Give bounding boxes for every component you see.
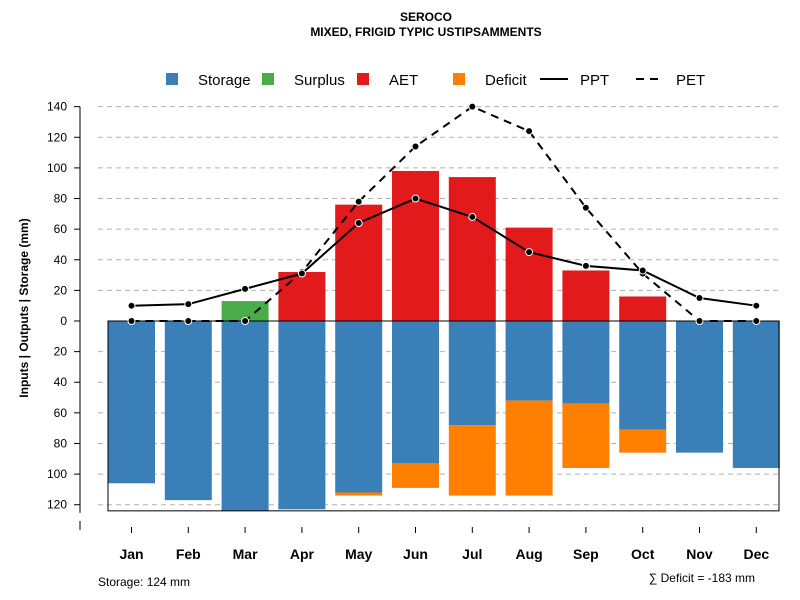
ppt-point xyxy=(354,219,363,228)
pet-point xyxy=(184,317,193,325)
month-label: Jan xyxy=(119,546,143,562)
pet-point xyxy=(695,317,704,325)
ppt-point xyxy=(581,261,590,270)
storage-bar xyxy=(335,321,383,493)
gridlines xyxy=(98,106,780,506)
ppt-point xyxy=(695,294,704,303)
deficit-bar xyxy=(619,429,667,453)
surplus-bar xyxy=(221,301,269,321)
storage-bar xyxy=(448,321,496,426)
pet-point xyxy=(241,317,250,325)
ppt-point xyxy=(411,194,420,203)
ppt-point xyxy=(638,266,647,275)
ppt-point xyxy=(752,301,761,310)
pet-point xyxy=(468,102,477,111)
deficit-note: ∑ Deficit = -183 mm xyxy=(649,571,755,585)
month-label: Nov xyxy=(686,546,713,562)
aet-bar xyxy=(562,270,610,321)
month-label: Aug xyxy=(515,546,542,562)
ppt-point xyxy=(127,301,136,310)
y-tick-label: 140 xyxy=(47,100,67,114)
legend-swatch xyxy=(357,73,369,85)
y-tick-label: 60 xyxy=(54,406,68,420)
aet-bar xyxy=(619,296,667,321)
storage-bar xyxy=(108,321,155,484)
y-tick-label: 60 xyxy=(54,222,68,236)
y-tick-label: 80 xyxy=(54,192,68,206)
pet-point xyxy=(354,197,363,206)
pet-point xyxy=(752,317,761,325)
ppt-point xyxy=(525,248,534,257)
y-tick-label: 20 xyxy=(54,283,68,297)
storage-bar xyxy=(505,321,553,401)
y-tick-label: 120 xyxy=(47,498,67,512)
month-label: Oct xyxy=(631,546,655,562)
series-lines xyxy=(127,102,761,325)
storage-bar xyxy=(221,321,269,511)
month-label: May xyxy=(345,546,372,562)
y-tick-label: 20 xyxy=(54,345,68,359)
deficit-bar xyxy=(505,400,553,496)
storage-bar xyxy=(676,321,723,453)
storage-bar xyxy=(278,321,326,510)
y-tick-label: 100 xyxy=(47,161,67,175)
deficit-bar xyxy=(448,425,496,496)
ppt-point xyxy=(297,269,306,278)
pet-point xyxy=(411,142,420,151)
storage-bar xyxy=(562,321,610,404)
month-label: Sep xyxy=(573,546,599,562)
storage-bar xyxy=(732,321,780,468)
aet-bar xyxy=(448,177,496,321)
pet-line xyxy=(131,105,757,322)
pet-point xyxy=(127,317,136,325)
ppt-point xyxy=(241,284,250,293)
deficit-bar xyxy=(335,492,383,496)
pet-point xyxy=(581,203,590,212)
y-tick-label: 40 xyxy=(54,375,68,389)
legend-label: Surplus xyxy=(294,72,345,89)
y-axis: 140 120 100 80 60 40 20 0 20 40 60 80 100 120 xyxy=(47,100,81,513)
ppt-point xyxy=(184,300,193,309)
month-label: Jul xyxy=(462,546,482,562)
y-tick-label: 100 xyxy=(47,467,67,481)
ppt-point xyxy=(468,212,477,221)
month-label: Feb xyxy=(176,546,201,562)
legend-swatch xyxy=(262,73,274,85)
x-axis: Jan Feb Mar Apr May Jun Jul Aug Sep Oct Nov Dec xyxy=(79,521,769,562)
legend-swatch xyxy=(453,73,465,85)
pet-point xyxy=(525,127,534,136)
storage-bar xyxy=(619,321,667,430)
legend-label: Deficit xyxy=(485,72,528,89)
y-axis-label: Inputs | Outputs | Storage (mm) xyxy=(17,218,31,397)
legend-label: PET xyxy=(676,72,705,89)
storage-note: Storage: 124 mm xyxy=(98,575,190,589)
ppt-line xyxy=(131,197,757,307)
y-tick-label: 80 xyxy=(54,436,68,450)
month-label: Dec xyxy=(743,546,769,562)
month-label: Jun xyxy=(403,546,428,562)
y-tick-label: 120 xyxy=(47,130,67,144)
chart-subtitle: MIXED, FRIGID TYPIC USTIPSAMMENTS xyxy=(310,25,541,39)
chart-title: SEROCO xyxy=(400,10,452,24)
bars xyxy=(107,170,780,512)
legend-swatch xyxy=(166,73,178,85)
month-label: Mar xyxy=(233,546,258,562)
deficit-bar xyxy=(562,403,610,468)
aet-bar xyxy=(278,272,326,321)
legend: Storage Surplus AET Deficit PPT PET xyxy=(166,72,705,89)
aet-bar xyxy=(392,170,439,321)
deficit-bar xyxy=(392,463,439,488)
legend-label: AET xyxy=(389,72,418,89)
y-tick-label: 40 xyxy=(54,253,68,267)
storage-bar xyxy=(392,321,439,464)
month-label: Apr xyxy=(290,546,315,562)
y-tick-label: 0 xyxy=(60,314,67,328)
storage-bar xyxy=(164,321,212,501)
legend-label: Storage xyxy=(198,72,251,89)
legend-label: PPT xyxy=(580,72,609,89)
